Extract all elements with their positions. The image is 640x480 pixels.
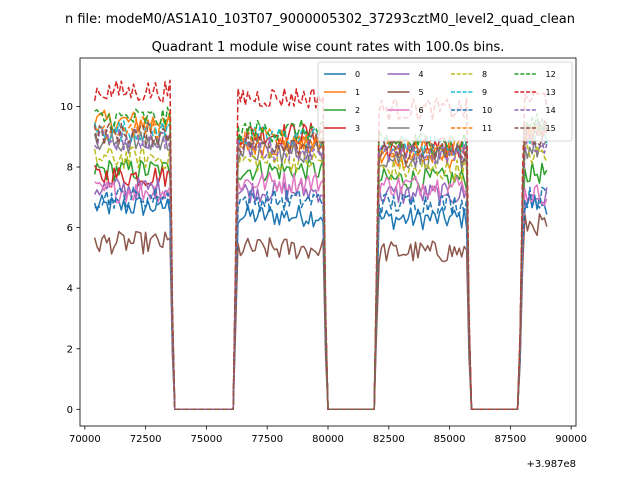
legend-label-14: 14 [546,106,556,115]
legend-label-11: 11 [482,124,492,133]
legend-label-5: 5 [419,88,424,97]
x-tick-label: 70000 [69,434,101,445]
x-tick-label: 75000 [191,434,223,445]
y-tick-label: 2 [67,344,73,355]
series-line-15 [93,121,548,411]
legend-label-7: 7 [419,124,424,133]
legend-label-4: 4 [419,70,424,79]
y-tick-label: 10 [60,102,73,113]
x-axis: 70000 72500 75000 77500 80000 82500 85000 87500… [69,426,587,445]
legend-label-1: 1 [355,88,360,97]
x-tick-label: 80000 [312,434,344,445]
x-tick-label: 85000 [434,434,466,445]
legend-box [317,61,573,142]
y-tick-label: 8 [67,163,73,174]
x-tick-label: 87500 [494,434,526,445]
y-tick-label: 0 [67,405,73,416]
y-tick-label: 6 [67,223,73,234]
x-tick-label: 77500 [251,434,283,445]
legend-label-9: 9 [482,88,487,97]
x-tick-label: 72500 [130,434,162,445]
y-tick-label: 4 [67,284,73,295]
legend-label-0: 0 [355,70,360,79]
legend-label-10: 10 [482,106,492,115]
x-offset-label: +3.987e8 [526,459,576,470]
legend-label-6: 6 [419,106,424,115]
x-tick-label: 90000 [555,434,587,445]
x-tick-label: 82500 [373,434,405,445]
legend-label-2: 2 [355,106,360,115]
chart-title: Quadrant 1 module wise count rates with … [152,40,505,55]
y-axis: 0 2 4 6 8 10 [60,102,80,416]
legend-label-3: 3 [355,124,360,133]
legend-label-15: 15 [546,124,556,133]
figure-suptitle: n file: modeM0/AS1A10_103T07_9000005302_… [65,12,575,27]
legend-label-8: 8 [482,70,487,79]
legend-label-13: 13 [546,88,556,97]
legend-label-12: 12 [546,70,556,79]
